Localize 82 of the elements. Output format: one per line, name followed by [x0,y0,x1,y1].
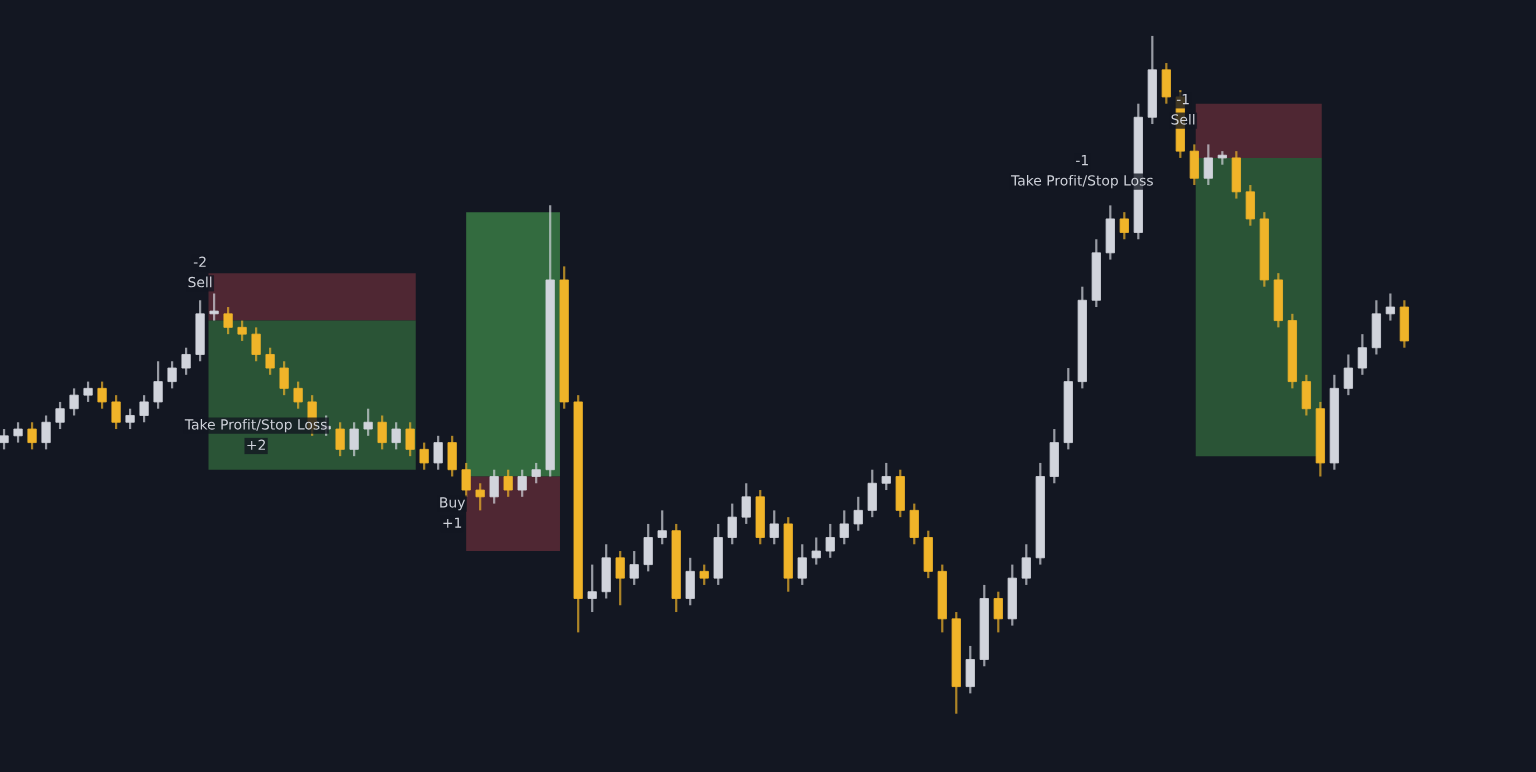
candlestick [223,305,233,336]
candlestick [265,346,275,376]
candlestick [895,468,905,519]
candlestick [1091,238,1101,309]
candlestick [461,461,471,498]
candlestick [419,441,429,471]
candlestick [839,509,849,546]
candlestick [349,421,359,458]
candlestick [727,502,737,546]
candlestick [1161,61,1171,105]
candlestick [937,563,947,634]
candlestick [811,536,821,566]
candlestick [685,556,695,607]
candlestick [615,549,625,607]
candlestick [181,346,191,376]
candlestick [405,421,415,458]
candlestick [167,360,177,390]
candlestick [1021,543,1031,587]
candlestick [1105,204,1115,261]
candlestick [1357,333,1367,376]
candlestick [1119,211,1129,241]
candlestick [517,468,527,498]
candlestick [1301,373,1311,417]
candlestick [1007,563,1017,627]
candlestick [1273,272,1283,329]
candlestick [279,360,289,397]
candlestick [251,326,261,363]
candlestick [55,400,65,431]
candlestick [713,522,723,587]
candlestick [867,468,877,519]
candlestick [741,482,751,526]
candlestick [769,509,779,546]
candlestick [139,394,149,424]
candlestick [1371,299,1381,356]
candlestick [377,414,387,451]
candlestick [1203,143,1213,187]
candlestick [1385,292,1395,322]
candlestick [643,522,653,573]
candlestick [41,414,51,451]
candlestick [1147,34,1157,126]
candlestick [657,509,667,546]
candlestick [909,502,919,546]
candlestick [923,529,933,580]
candlestick [1343,353,1353,397]
candlestick [993,590,1003,634]
candlestick [209,292,219,322]
candlestick [629,549,639,587]
candlestick [797,543,807,587]
candlestick [363,407,373,437]
candlestick [97,380,107,410]
candlestick [853,495,863,532]
candlestick [755,488,765,546]
candlestick [965,644,975,695]
candlestick [13,421,23,444]
candlestick [293,380,303,410]
candlestick [699,563,709,587]
candlestick [489,468,499,505]
candlestick [1049,427,1059,485]
candlestick [391,421,401,451]
candlestick [237,319,247,343]
candlestick [111,394,121,431]
candlestick [587,563,597,614]
candlestick [83,380,93,404]
candlestick [881,461,891,492]
candlestick [433,434,443,471]
candlestick [447,434,457,478]
candlestick [1245,183,1255,227]
candlestick [153,360,163,410]
candlestick [0,427,9,451]
candlestick [195,299,205,363]
candlestick [601,543,611,600]
candlestick [825,522,835,559]
candlestick [503,468,513,498]
candlestick [1231,150,1241,200]
candlestick [27,421,37,451]
candlestick [69,387,79,417]
candlestick [475,482,485,512]
candlestick [335,421,345,458]
candlestick [531,461,541,485]
candlestick [1399,299,1409,349]
candlestick [1189,143,1199,187]
candlestick [125,407,135,431]
